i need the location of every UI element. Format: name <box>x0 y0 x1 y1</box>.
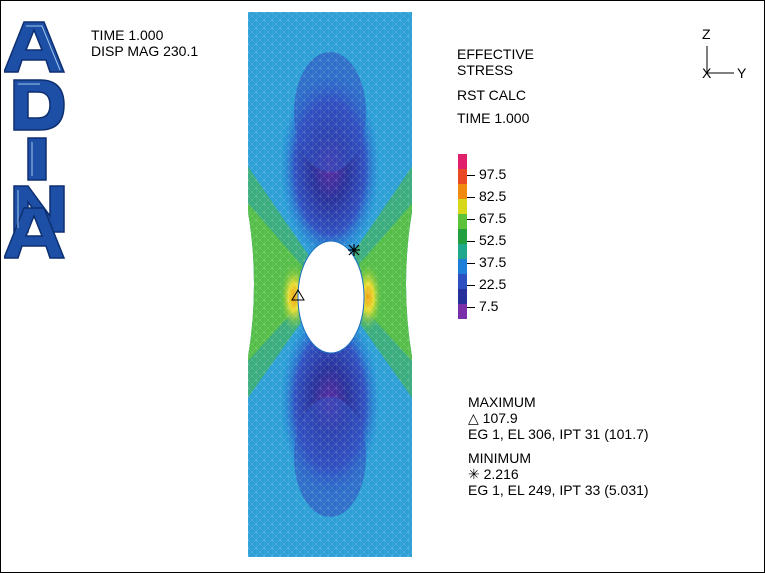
min-label: MINIMUM <box>468 450 531 466</box>
color-bar-segment <box>458 214 467 230</box>
min-asterisk-icon: ✳ <box>468 466 484 482</box>
legend-tick: 82.5 <box>467 189 506 203</box>
max-location: EG 1, EL 306, IPT 31 (101.7) <box>468 426 649 442</box>
adina-logo <box>4 21 66 259</box>
color-bar-segment <box>458 304 467 319</box>
axis-triad: Z Y X <box>702 26 747 81</box>
color-bar-segment <box>458 199 467 215</box>
fe-model <box>248 12 412 557</box>
axis-x-label: X <box>702 65 712 81</box>
legend-tick: 97.5 <box>467 167 506 181</box>
legend-tick: 37.5 <box>467 255 506 269</box>
legend-tick: 7.5 <box>467 299 498 313</box>
color-bar-segment <box>458 289 467 305</box>
min-value: 2.216 <box>483 466 519 482</box>
legend-tick: 52.5 <box>467 233 506 247</box>
color-bar-segment <box>458 244 467 260</box>
color-bar-segment <box>458 259 467 275</box>
color-bar-segment <box>458 154 467 170</box>
max-triangle-icon: △ <box>468 410 483 426</box>
time-label: TIME 1.000 <box>91 27 164 43</box>
disp-mag-label: DISP MAG 230.1 <box>91 43 199 59</box>
max-value: 107.9 <box>482 410 518 426</box>
legend-tick: 22.5 <box>467 277 506 291</box>
legend-calc: RST CALC <box>457 87 526 103</box>
min-location: EG 1, EL 249, IPT 33 (5.031) <box>468 482 649 498</box>
color-bar-segment <box>458 169 467 185</box>
legend-time: TIME 1.000 <box>457 110 530 126</box>
color-bar <box>458 154 467 319</box>
min-value-row: ✳ 2.216 <box>468 466 519 482</box>
max-value-row: △ 107.9 <box>468 410 518 426</box>
legend-title-line2: STRESS <box>457 62 514 78</box>
max-label: MAXIMUM <box>468 394 536 410</box>
axis-z-label: Z <box>702 26 711 42</box>
legend-title-line1: EFFECTIVE <box>457 46 535 62</box>
color-bar-segment <box>458 229 467 245</box>
color-bar-segment <box>458 274 467 290</box>
axis-y-label: Y <box>737 65 747 81</box>
legend-tick: 67.5 <box>467 211 506 225</box>
color-bar-segment <box>458 184 467 200</box>
